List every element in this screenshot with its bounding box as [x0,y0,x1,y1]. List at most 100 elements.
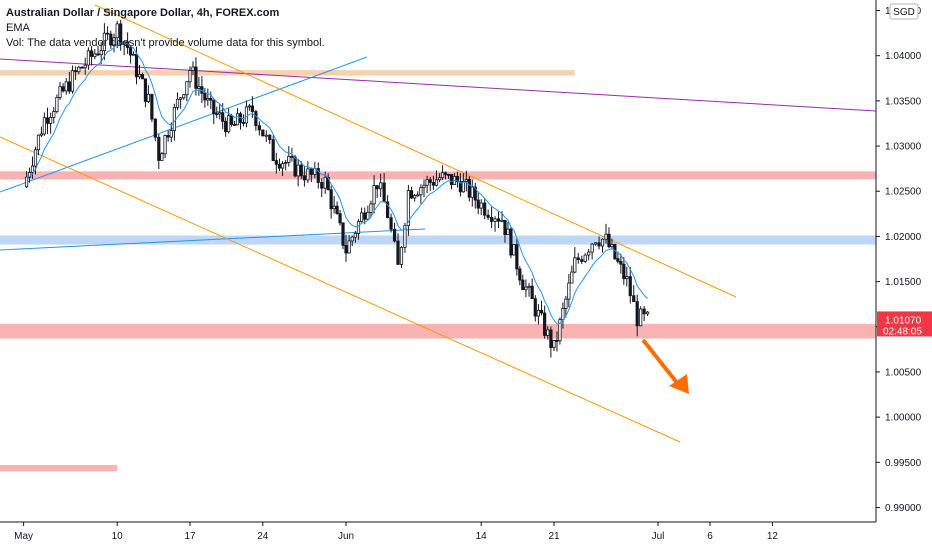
candle-down [486,214,490,218]
zone-lower-red[interactable] [0,465,118,472]
candle-down [45,117,50,124]
candle-up [536,309,541,317]
candle-up [587,251,591,256]
time-tick-label: 6 [707,531,713,542]
time-tick-label: 12 [767,531,779,542]
zone-resistance-red[interactable] [0,171,876,180]
zone-support-blue[interactable] [0,235,876,245]
currency-badge[interactable] [889,3,919,20]
candle-down [157,136,161,161]
price-tick-label: 1.03500 [885,96,922,107]
price-tick-label: 1.02500 [885,187,922,198]
channel-upper-line[interactable] [94,4,737,298]
candle-down [143,78,148,102]
candle-up [479,202,483,209]
candle-up [399,247,404,265]
candle-up [561,308,565,321]
candle-up [583,254,587,262]
candle-down [476,199,480,209]
candle-up [493,218,497,222]
price-tick-label: 1.00500 [885,367,922,378]
candle-down [215,113,219,116]
trendline-purple[interactable] [0,58,877,112]
candle-up [369,203,373,213]
candle-up [353,233,357,238]
candle-down [509,228,513,256]
time-tick-label: Jul [652,531,665,542]
candle-up [416,194,420,197]
price-tick-label: 0.99500 [885,458,922,469]
forecast-arrow-shaft [641,338,680,386]
candle-up [83,64,87,69]
candle-down [277,163,282,169]
currency-badge-label: SGD [893,7,915,18]
candle-up [425,179,429,186]
candle-down [503,219,507,236]
candle-up [244,106,249,124]
candle-down [299,164,303,177]
candle-down [140,74,145,80]
zone-resistance-orange[interactable] [0,70,575,76]
candle-up [131,53,136,56]
candle-down [106,32,110,35]
time-tick-label: 21 [548,531,560,542]
time-tick-label: 24 [257,531,269,542]
candle-down [67,81,71,92]
candle-down [150,93,154,120]
candle-up [434,179,439,186]
candle-down [622,263,626,280]
candle-down [409,190,414,199]
candle-up [564,298,568,309]
candle-down [483,202,487,216]
candle-down [203,92,207,101]
price-tick-label: 1.03000 [885,142,922,153]
candle-down [635,301,639,327]
candle-up [512,244,516,256]
channel-lower-line[interactable] [0,136,681,443]
ema-line [26,42,648,325]
time-tick-label: Jun [338,531,354,542]
candle-down [119,23,123,45]
candle-down [580,259,584,262]
candle-down [302,175,307,181]
candle-up [115,23,119,39]
candle-down [80,66,84,69]
price-tick-label: 0.99000 [885,503,922,514]
trendline-blue-flat[interactable] [0,228,426,251]
candle-up [413,195,417,199]
candle-down [555,340,559,342]
candle-up [218,112,222,115]
candle-up [206,97,210,101]
candle-up [610,243,614,248]
price-tick-label: 1.00000 [885,413,922,424]
candle-down [446,174,451,176]
trendline-blue-rising[interactable] [0,56,368,193]
candle-down [128,47,133,56]
time-tick-label: May [14,531,33,542]
candle-down [473,186,477,201]
candle-down [268,134,272,141]
candle-up [323,176,327,189]
candle-up [93,53,97,57]
candle-up [64,81,68,92]
candle-up [570,271,574,284]
candle-up [42,117,47,135]
candle-up [594,242,598,245]
candle-down [396,240,400,265]
candle-down [539,309,544,314]
candle-up [264,134,268,137]
candle-up [86,50,90,66]
candle-up [99,50,103,56]
candle-up [52,111,56,118]
candle-down [632,295,636,302]
candle-up [347,240,351,254]
candle-down [194,66,198,89]
candle-down [232,124,237,126]
candle-down [271,139,275,161]
candle-down [212,99,216,115]
candle-up [440,172,445,179]
candle-up [524,286,528,291]
zone-support-red[interactable] [0,324,876,339]
